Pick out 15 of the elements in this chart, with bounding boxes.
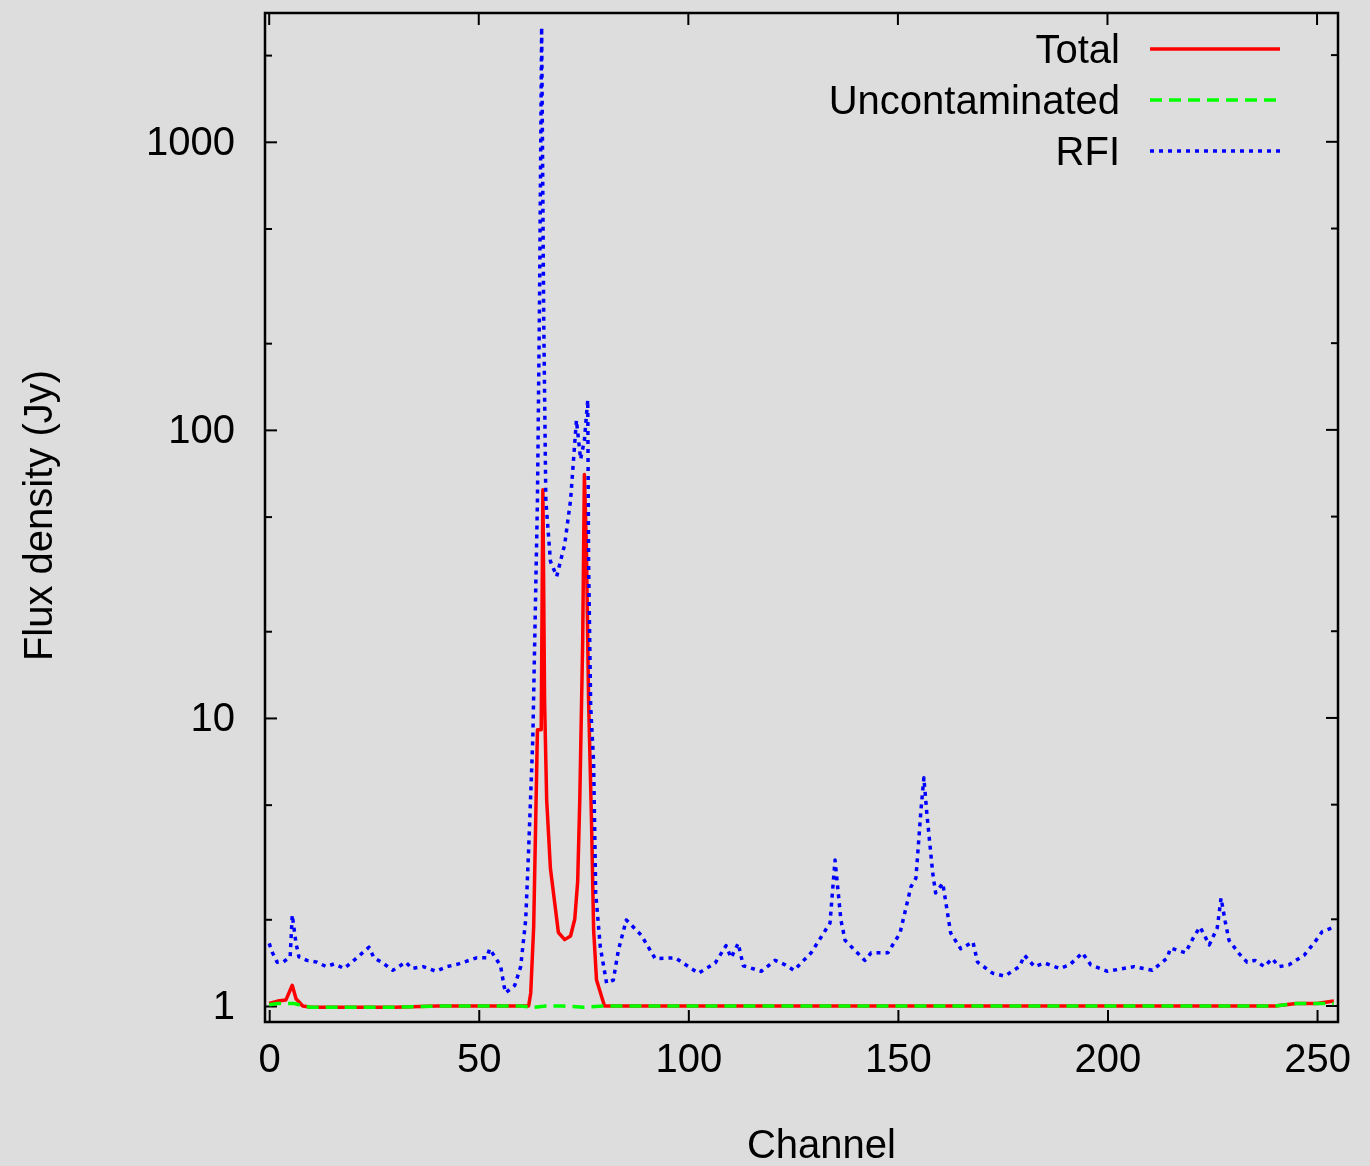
y-tick-label: 1000 (146, 119, 235, 164)
y-axis-title: Flux density (Jy) (16, 369, 60, 662)
y-tick-label: 100 (168, 407, 235, 452)
y-tick-label: 10 (190, 695, 235, 740)
x-tick-label: 0 (258, 1036, 281, 1081)
legend-label: RFI (1055, 129, 1120, 173)
x-tick-label: 100 (655, 1036, 723, 1081)
y-tick-label: 1 (212, 983, 235, 1028)
x-tick-label: 150 (865, 1036, 932, 1081)
x-tick-label: 200 (1074, 1036, 1142, 1081)
x-tick-label: 250 (1284, 1036, 1351, 1081)
legend-label: Total (1035, 27, 1120, 71)
legend-label: Uncontaminated (828, 78, 1120, 122)
x-tick-label: 50 (457, 1036, 502, 1081)
x-axis-title: Channel (746, 1122, 897, 1166)
